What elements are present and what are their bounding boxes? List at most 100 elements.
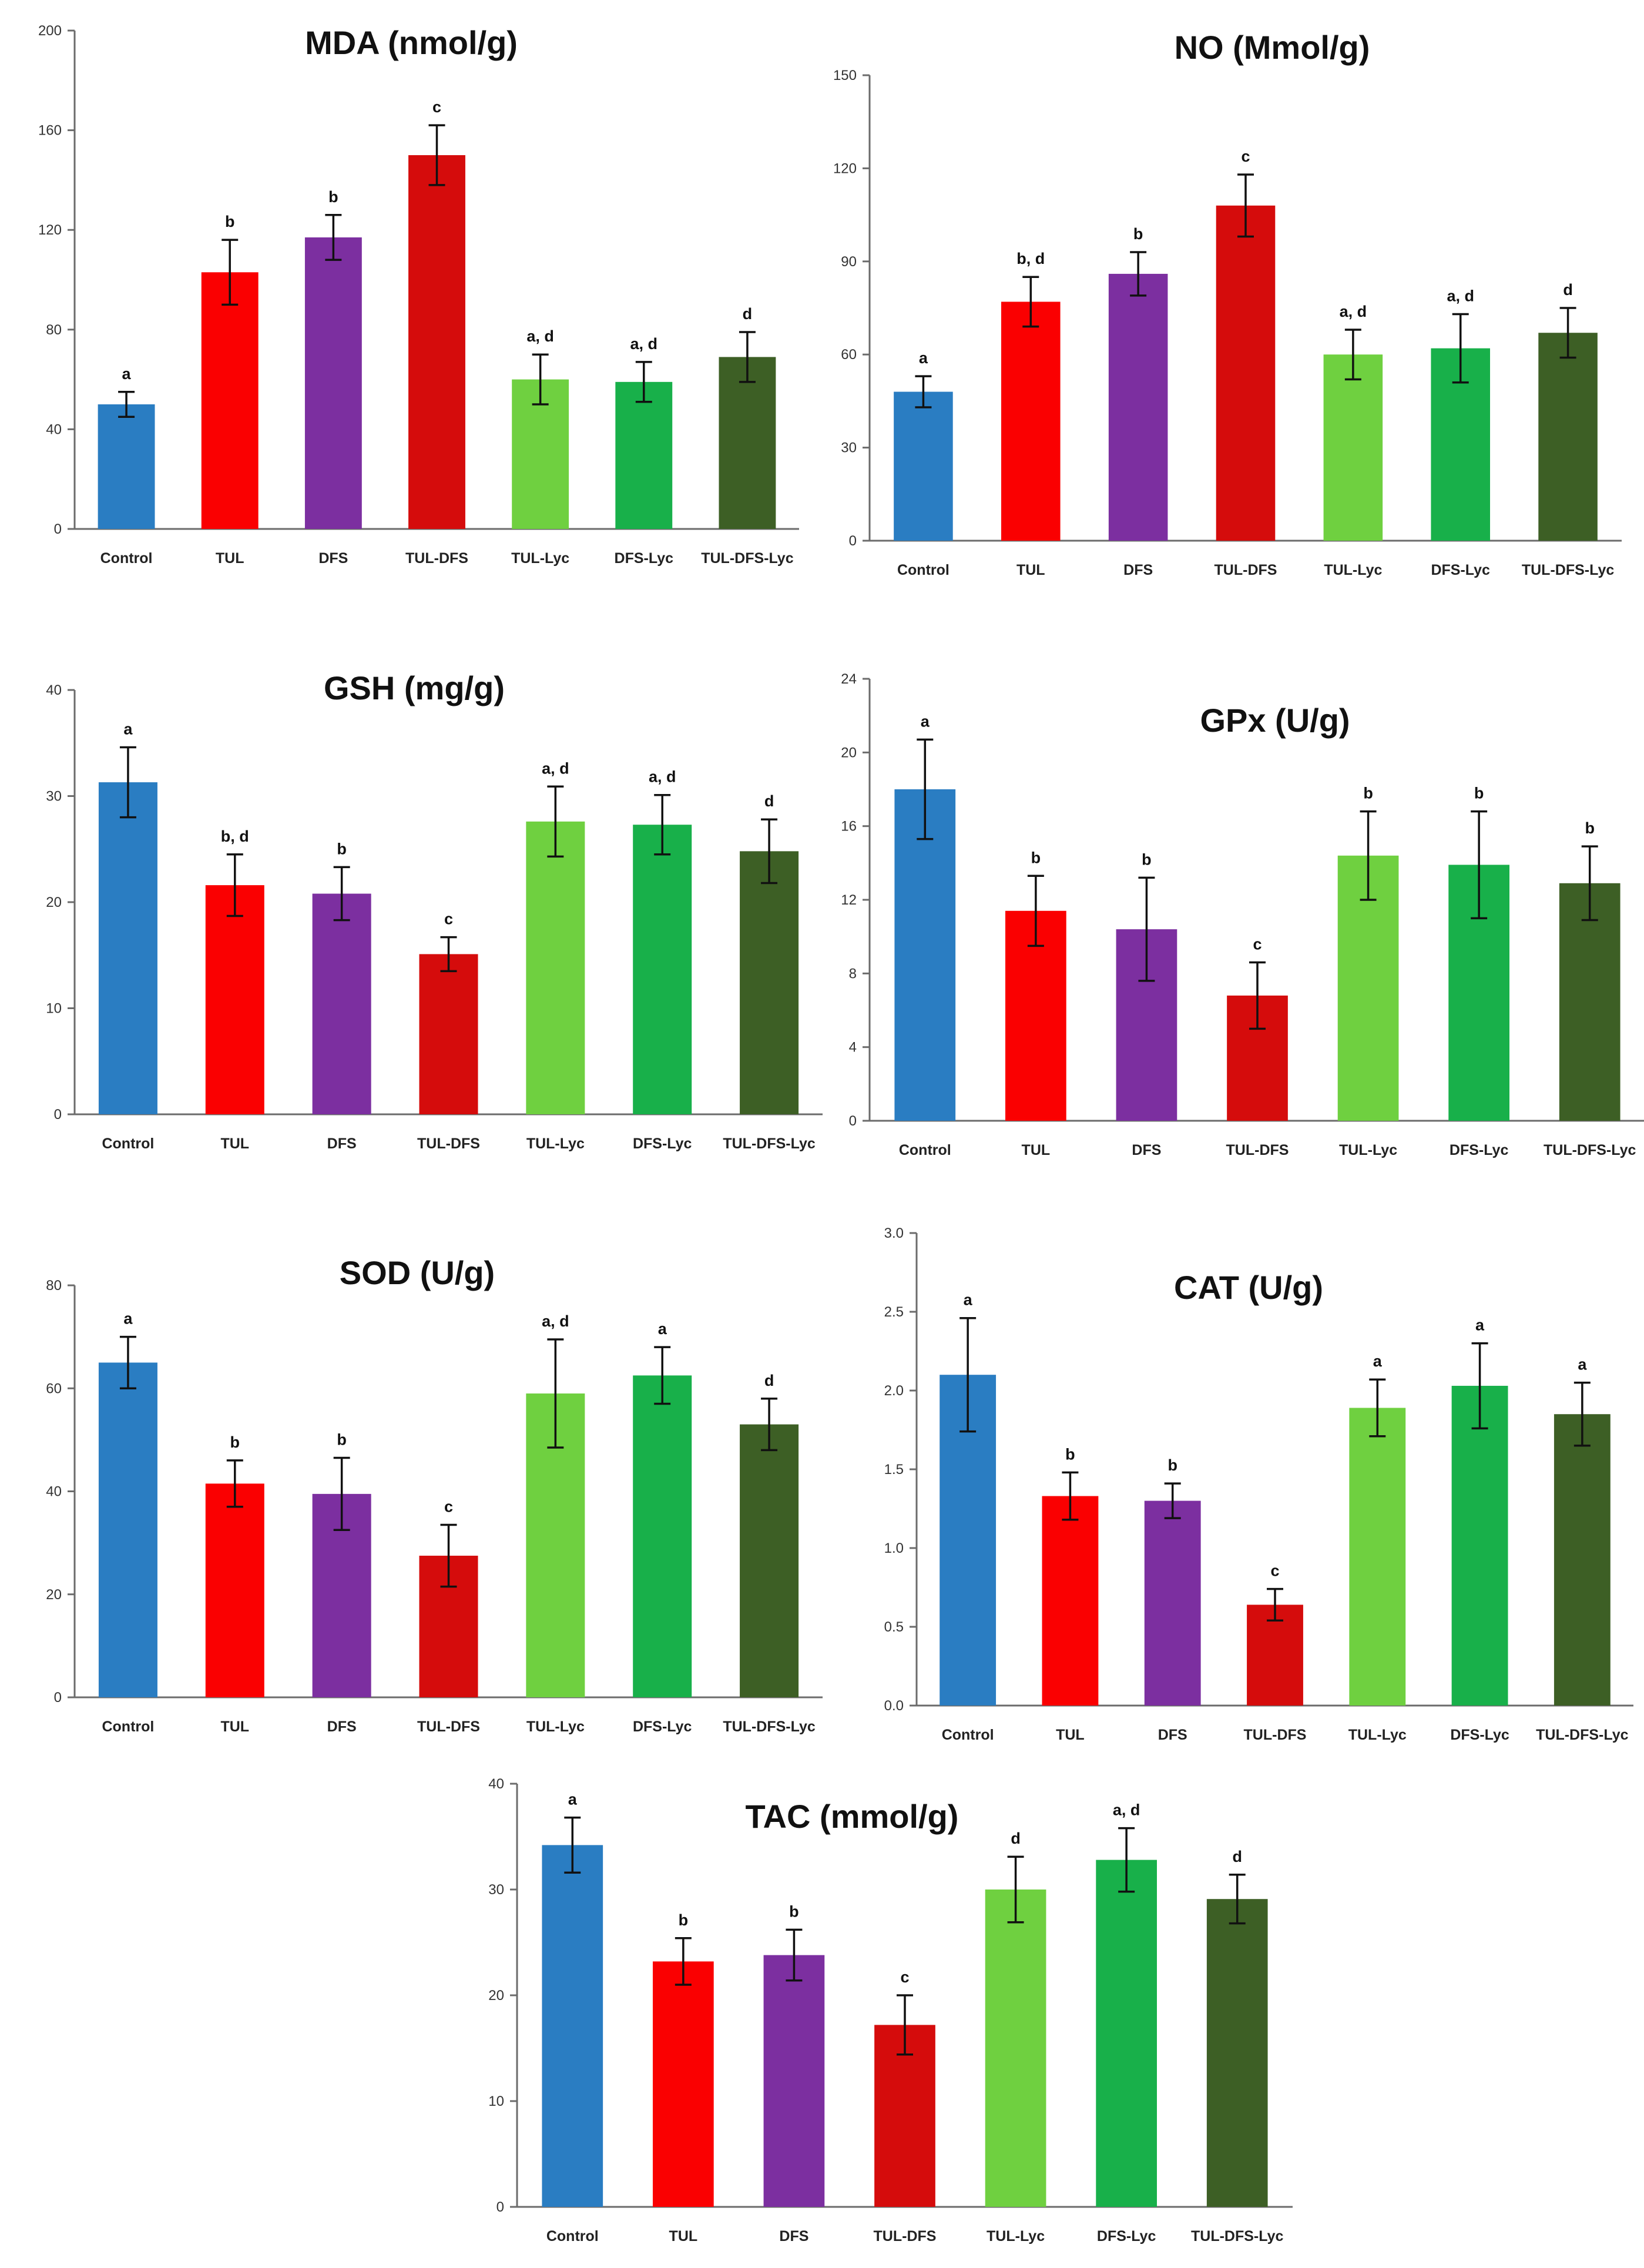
- category-label: TUL-Lyc: [1348, 1727, 1407, 1743]
- y-tick-label: 0: [54, 1107, 62, 1123]
- category-label: DFS-Lyc: [1450, 1727, 1509, 1743]
- category-label: TUL-DFS-Lyc: [1544, 1142, 1636, 1158]
- y-tick-label: 0: [849, 1113, 857, 1129]
- bar-dfs-lyc: [633, 1375, 692, 1697]
- y-tick-label: 4: [849, 1040, 857, 1056]
- significance-label: c: [444, 910, 453, 928]
- category-label: TUL-DFS-Lyc: [1522, 562, 1614, 578]
- y-tick-label: 0: [496, 2199, 504, 2215]
- category-label: TUL-DFS: [1244, 1727, 1307, 1743]
- y-tick-label: 30: [46, 789, 62, 805]
- y-tick-label: 90: [841, 254, 857, 270]
- category-label: DFS: [1158, 1727, 1187, 1743]
- significance-label: b: [679, 1911, 689, 1929]
- chart-panel-mda: MDA (nmol/g) 0 40 80 120 160 200 a Control b TUL b D…: [38, 23, 799, 567]
- significance-label: a, d: [630, 335, 658, 353]
- significance-label: b: [337, 1431, 347, 1449]
- category-label: TUL-DFS-Lyc: [1191, 2228, 1283, 2244]
- y-tick-label: 40: [488, 1776, 504, 1792]
- bar-tul: [201, 272, 259, 529]
- bar-tul-dfs-lyc: [1554, 1414, 1611, 1706]
- y-tick-label: 1.5: [884, 1462, 904, 1478]
- category-label: TUL-Lyc: [526, 1718, 585, 1735]
- chart-title: GSH (mg/g): [324, 669, 505, 706]
- category-label: Control: [546, 2228, 599, 2244]
- y-tick-label: 0: [54, 521, 62, 537]
- significance-label: a: [123, 720, 133, 738]
- y-tick-label: 10: [488, 2093, 504, 2109]
- category-label: DFS-Lyc: [615, 550, 674, 567]
- category-label: Control: [942, 1727, 994, 1743]
- chart-title: GPx (U/g): [1200, 702, 1350, 739]
- y-tick-label: 8: [849, 966, 857, 981]
- y-tick-label: 200: [38, 23, 62, 39]
- significance-label: c: [1253, 936, 1261, 953]
- chart-title: CAT (U/g): [1174, 1269, 1323, 1306]
- bar-tul-lyc: [1323, 354, 1383, 541]
- category-label: Control: [897, 562, 950, 578]
- y-tick-label: 60: [841, 347, 857, 363]
- significance-label: a: [123, 1310, 133, 1328]
- y-tick-label: 30: [841, 440, 857, 456]
- category-label: DFS-Lyc: [633, 1718, 692, 1735]
- bar-dfs: [1144, 1500, 1201, 1706]
- bar-tul-dfs-lyc: [740, 851, 799, 1114]
- y-tick-label: 80: [46, 322, 62, 338]
- bar-tul-dfs-lyc: [719, 357, 776, 529]
- y-tick-label: 160: [38, 123, 62, 139]
- category-label: DFS: [1132, 1142, 1161, 1158]
- category-label: DFS: [327, 1135, 357, 1152]
- category-label: TUL: [1016, 562, 1045, 578]
- category-label: DFS: [318, 550, 348, 567]
- significance-label: b: [789, 1902, 799, 1920]
- category-label: TUL-Lyc: [526, 1135, 585, 1152]
- bar-dfs: [763, 1955, 825, 2207]
- significance-label: a: [658, 1320, 667, 1338]
- significance-label: b: [1167, 1456, 1177, 1474]
- significance-label: a, d: [1447, 287, 1474, 305]
- category-label: DFS: [327, 1718, 357, 1735]
- significance-label: b: [328, 188, 338, 206]
- y-tick-label: 120: [38, 222, 62, 238]
- bar-tul-lyc: [526, 821, 585, 1114]
- bar-tul: [1001, 301, 1061, 541]
- category-label: TUL-DFS-Lyc: [723, 1135, 815, 1152]
- significance-label: d: [1563, 281, 1573, 299]
- significance-label: a: [964, 1291, 973, 1309]
- category-label: DFS-Lyc: [1097, 2228, 1156, 2244]
- chart-panels: MDA (nmol/g)04080120160200aControlbTULbD…: [38, 23, 1644, 2244]
- chart-panel-sod: SOD (U/g) 0 20 40 60 80 a Control b TUL b DFS c TUL-D…: [46, 1254, 823, 1735]
- chart-panel-gpx: GPx (U/g) 0 4 8 12 16 20 24 a Control b TUL b DFS c TUL…: [841, 671, 1644, 1158]
- chart-panel-tac: TAC (mmol/g) 0 10 20 30 40 a Control b TUL b DFS c TU…: [488, 1776, 1293, 2244]
- bar-tul-dfs-lyc: [740, 1424, 799, 1697]
- bar-tul: [653, 1961, 714, 2207]
- y-tick-label: 0.0: [884, 1698, 904, 1714]
- bar-tul-lyc: [985, 1890, 1046, 2207]
- significance-label: b: [1585, 819, 1595, 837]
- significance-label: b: [1031, 849, 1041, 866]
- bar-dfs: [1108, 273, 1168, 541]
- y-tick-label: 120: [833, 160, 857, 176]
- bar-dfs: [312, 893, 371, 1114]
- bar-tul-dfs: [408, 155, 465, 529]
- y-tick-label: 2.5: [884, 1304, 904, 1320]
- category-label: TUL: [1056, 1727, 1085, 1743]
- bar-control: [894, 789, 956, 1121]
- bar-dfs-lyc: [1096, 1860, 1157, 2207]
- category-label: TUL-Lyc: [511, 550, 569, 567]
- y-tick-label: 2.0: [884, 1383, 904, 1399]
- category-label: Control: [100, 550, 153, 567]
- bar-dfs: [304, 237, 362, 529]
- y-tick-label: 40: [46, 1484, 62, 1500]
- bar-tul: [205, 1483, 264, 1697]
- category-label: TUL-DFS: [417, 1718, 480, 1735]
- significance-label: b: [1065, 1445, 1075, 1463]
- category-label: Control: [102, 1718, 154, 1735]
- bar-tul-dfs: [419, 954, 478, 1114]
- significance-label: c: [1270, 1562, 1279, 1580]
- y-tick-label: 1.0: [884, 1540, 904, 1556]
- category-label: TUL: [220, 1718, 249, 1735]
- y-tick-label: 3.0: [884, 1225, 904, 1241]
- significance-label: d: [743, 305, 753, 323]
- category-label: TUL: [669, 2228, 698, 2244]
